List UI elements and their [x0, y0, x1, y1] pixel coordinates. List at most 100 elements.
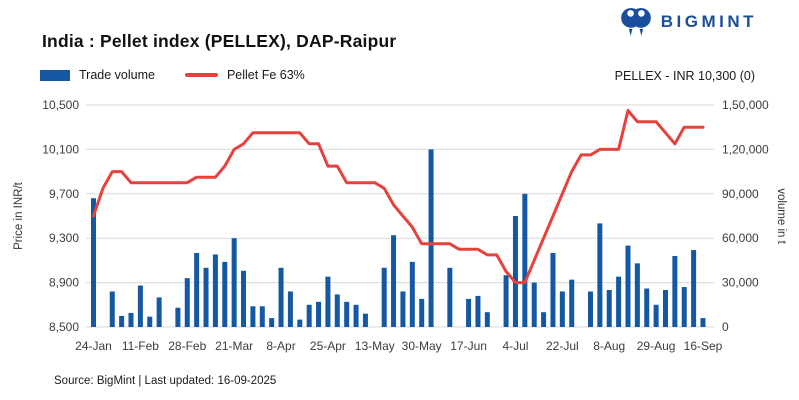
bigmint-logo-text: BIGMINT: [660, 11, 757, 31]
volume-bar: [409, 261, 415, 327]
right-axis-tick: 1,50,000: [722, 98, 769, 112]
volume-bar: [587, 291, 593, 327]
right-axis-tick: 0: [722, 320, 729, 334]
volume-bar: [203, 267, 209, 327]
volume-bar: [184, 278, 190, 327]
volume-bar: [644, 288, 650, 327]
x-axis-tick: 30-May: [402, 339, 442, 353]
source-note: Source: BigMint | Last updated: 16-09-20…: [54, 375, 277, 387]
volume-bar: [128, 312, 134, 327]
x-axis-tick: 16-Sep: [684, 339, 723, 353]
legend: Trade volume Pellet Fe 63%: [40, 68, 305, 82]
legend-item-trade-volume: Trade volume: [40, 68, 155, 82]
volume-bar: [512, 216, 518, 327]
price-line: [92, 109, 705, 285]
x-axis-tick: 22-Jul: [546, 339, 579, 353]
volume-bar: [297, 319, 303, 327]
volume-bar: [550, 253, 556, 327]
x-axis-tick: 13-May: [355, 339, 395, 353]
volume-bar: [381, 267, 387, 327]
pellex-latest-value: PELLEX - INR 10,300 (0): [614, 69, 755, 83]
x-axis-tick: 29-Aug: [637, 339, 676, 353]
volume-bar: [634, 263, 640, 327]
volume-bar: [597, 223, 603, 327]
volume-bar: [531, 282, 537, 327]
volume-bar: [306, 304, 312, 327]
x-axis-tick: 25-Apr: [310, 339, 346, 353]
left-axis-tick: 10,100: [42, 142, 79, 156]
right-axis-tick: 1,20,000: [722, 142, 769, 156]
volume-bar: [447, 267, 453, 327]
left-axis-title: Price in INR/t: [13, 181, 25, 250]
x-axis-tick: 4-Jul: [502, 339, 528, 353]
volume-bar: [541, 312, 547, 327]
volume-bar: [325, 276, 331, 327]
x-axis-tick: 24-Jan: [75, 339, 112, 353]
volume-bar: [212, 254, 218, 327]
volume-bar: [147, 316, 153, 327]
volume-bar: [681, 287, 687, 327]
volume-bar: [662, 290, 668, 327]
volume-bar: [559, 291, 565, 327]
volume-bar: [484, 312, 490, 327]
volume-bar: [419, 298, 425, 327]
volume-bar: [503, 275, 509, 327]
x-axis-tick: 21-Mar: [215, 339, 253, 353]
legend-label-pellet-fe63: Pellet Fe 63%: [226, 68, 305, 82]
right-axis-tick: 90,000: [722, 187, 759, 201]
volume-bar: [606, 290, 612, 327]
volume-bar: [400, 291, 406, 327]
volume-bar: [428, 149, 434, 327]
right-axis-title: volume in t: [775, 188, 787, 244]
x-axis-tick: 11-Feb: [122, 339, 159, 353]
volume-bar: [344, 301, 350, 327]
left-axis-tick: 8,500: [49, 320, 79, 334]
volume-bar: [222, 261, 228, 327]
volume-bar: [653, 304, 659, 327]
volume-bar: [316, 301, 322, 327]
bigmint-logo: BIGMINT: [618, 6, 757, 37]
bigmint-logo-icon: [620, 8, 651, 36]
volume-bar: [353, 304, 359, 327]
left-axis-tick: 8,900: [49, 276, 79, 290]
volume-bar: [119, 315, 125, 327]
left-axis-tick: 10,500: [42, 98, 79, 112]
volume-bar: [194, 253, 200, 327]
volume-bar: [269, 318, 275, 327]
volume-bar: [391, 235, 397, 327]
volume-bar: [334, 294, 340, 327]
right-axis-tick: 30,000: [722, 276, 759, 290]
volume-bar: [287, 291, 293, 327]
volume-bar: [672, 255, 678, 327]
volume-bar: [278, 267, 284, 327]
x-axis-tick: 28-Feb: [168, 339, 206, 353]
trade-volume-swatch: [40, 69, 70, 81]
volume-bar: [231, 238, 237, 327]
volume-bar: [700, 318, 706, 327]
x-axis-tick: 8-Apr: [266, 339, 295, 353]
legend-label-trade-volume: Trade volume: [79, 68, 155, 82]
chart-title: India : Pellet index (PELLEX), DAP-Raipu…: [42, 31, 397, 51]
volume-bar: [109, 291, 115, 327]
volume-bar: [250, 306, 256, 327]
left-axis-tick: 9,700: [49, 187, 79, 201]
volume-bar: [691, 250, 697, 327]
volume-bar: [156, 297, 162, 327]
x-axis-tick: 17-Jun: [450, 339, 487, 353]
volume-bar: [137, 285, 143, 327]
x-axis-tick: 8-Aug: [593, 339, 625, 353]
volume-bar: [241, 270, 247, 327]
volume-bar: [362, 313, 368, 327]
volume-bar: [625, 245, 631, 327]
volume-bar: [522, 193, 528, 327]
volume-bar: [616, 276, 622, 327]
volume-bar: [175, 307, 181, 327]
volume-bar: [569, 279, 575, 327]
volume-bar: [475, 295, 481, 327]
legend-item-pellet-fe63: Pellet Fe 63%: [184, 68, 305, 82]
volume-bar: [259, 306, 265, 327]
pellet-fe63-swatch: [184, 73, 218, 77]
volume-bar: [91, 198, 96, 327]
volume-bar: [466, 298, 472, 327]
right-axis-tick: 60,000: [722, 231, 759, 245]
